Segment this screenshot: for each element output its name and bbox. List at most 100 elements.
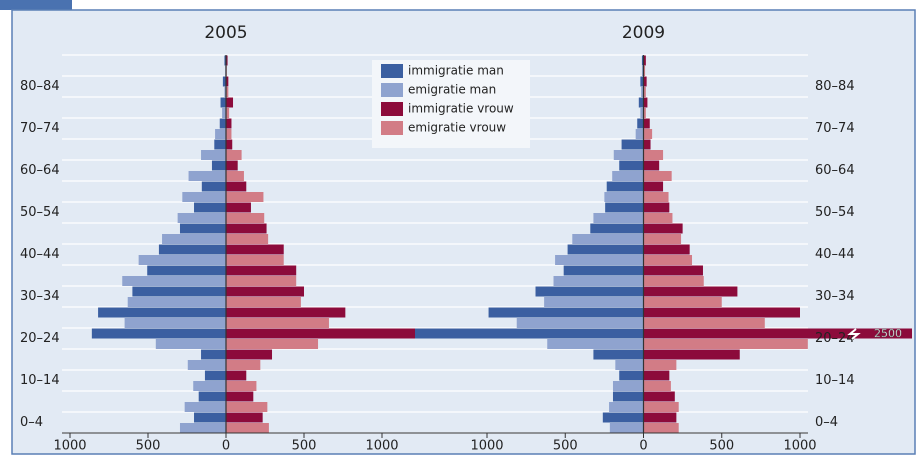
y-tick-label: 10–14 — [815, 373, 855, 388]
bar — [641, 66, 644, 76]
bar — [643, 160, 660, 171]
bar — [98, 307, 226, 318]
x-tick-label: 0 — [222, 439, 230, 454]
bar — [184, 402, 226, 412]
bar — [619, 160, 644, 171]
bar — [194, 202, 226, 213]
bar — [643, 202, 670, 213]
bar — [641, 55, 644, 66]
bar — [226, 307, 346, 318]
bar — [219, 118, 226, 129]
x-tick-label: 1000 — [470, 439, 503, 454]
bar — [612, 171, 644, 181]
bar — [198, 391, 226, 402]
bar — [609, 423, 644, 433]
panel-title: 2005 — [204, 23, 247, 43]
bar — [643, 97, 648, 108]
bar — [182, 192, 226, 202]
legend-label: immigratie vrouw — [408, 102, 514, 116]
bar — [621, 139, 644, 150]
bar — [226, 381, 257, 391]
bar — [179, 423, 226, 433]
legend-label: immigratie man — [408, 64, 504, 78]
bar — [226, 370, 247, 381]
x-tick-label: 1000 — [365, 439, 398, 454]
bar — [643, 381, 671, 391]
y-tick-label: 40–44 — [20, 247, 60, 262]
bar — [613, 150, 644, 160]
x-tick-label: 1000 — [53, 439, 86, 454]
legend-label: emigratie man — [408, 83, 496, 97]
legend-swatch — [381, 102, 403, 116]
bar — [155, 339, 226, 349]
bar — [593, 349, 644, 360]
bar — [553, 276, 644, 286]
bar — [593, 213, 644, 223]
bar — [215, 129, 226, 139]
bar — [222, 108, 226, 118]
bar — [226, 349, 273, 360]
bar — [201, 181, 226, 192]
y-tick-label: 0–4 — [20, 415, 43, 430]
bar — [214, 139, 226, 150]
overlay: 2005 1000 500 0 500 1000 0–4 10–14 20–24 30–34 40–… — [20, 23, 902, 454]
bar — [226, 150, 242, 160]
bar — [643, 76, 647, 87]
bar — [643, 265, 703, 276]
bar — [226, 244, 284, 255]
bar — [226, 202, 251, 213]
bar — [643, 55, 646, 66]
bar — [602, 412, 644, 423]
bar — [226, 297, 301, 307]
y-tick-label: 0–4 — [815, 415, 838, 430]
bar — [643, 213, 673, 223]
bar — [158, 244, 226, 255]
y-tick-label: 10–14 — [20, 373, 60, 388]
bar — [516, 318, 644, 328]
bar — [226, 118, 232, 129]
bar — [643, 391, 675, 402]
bar — [226, 339, 319, 349]
bar — [643, 129, 653, 139]
bar — [138, 255, 226, 265]
bar — [567, 244, 644, 255]
y-tick-label: 70–74 — [20, 121, 60, 136]
bar — [643, 181, 664, 192]
bar — [643, 244, 690, 255]
bar — [162, 234, 226, 244]
bar — [635, 129, 644, 139]
legend-swatch — [381, 83, 403, 97]
bar — [226, 108, 230, 118]
bar — [619, 370, 644, 381]
bar — [226, 234, 269, 244]
bar — [643, 286, 738, 297]
bar — [127, 297, 226, 307]
bar — [563, 265, 644, 276]
bar — [226, 402, 268, 412]
bar — [606, 181, 644, 192]
bar — [643, 318, 765, 328]
bar — [226, 276, 297, 286]
bar — [612, 381, 644, 391]
bar — [572, 234, 644, 244]
bar — [535, 286, 644, 297]
bar — [643, 192, 669, 202]
bar — [226, 412, 263, 423]
bar — [222, 76, 226, 87]
bar — [226, 286, 304, 297]
bar — [91, 328, 226, 339]
y-tick-label: 30–34 — [815, 289, 855, 304]
value-label: 2500 — [874, 327, 902, 340]
panel-title: 2009 — [622, 23, 665, 43]
bar — [226, 87, 229, 97]
bar — [226, 171, 244, 181]
bar — [226, 55, 228, 66]
bars — [91, 55, 912, 433]
bar — [226, 129, 232, 139]
bar — [643, 297, 722, 307]
bar — [226, 223, 267, 234]
y-tick-label: 60–64 — [20, 163, 60, 178]
bar — [605, 202, 644, 213]
y-tick-label: 80–84 — [20, 79, 60, 94]
bar — [132, 286, 226, 297]
